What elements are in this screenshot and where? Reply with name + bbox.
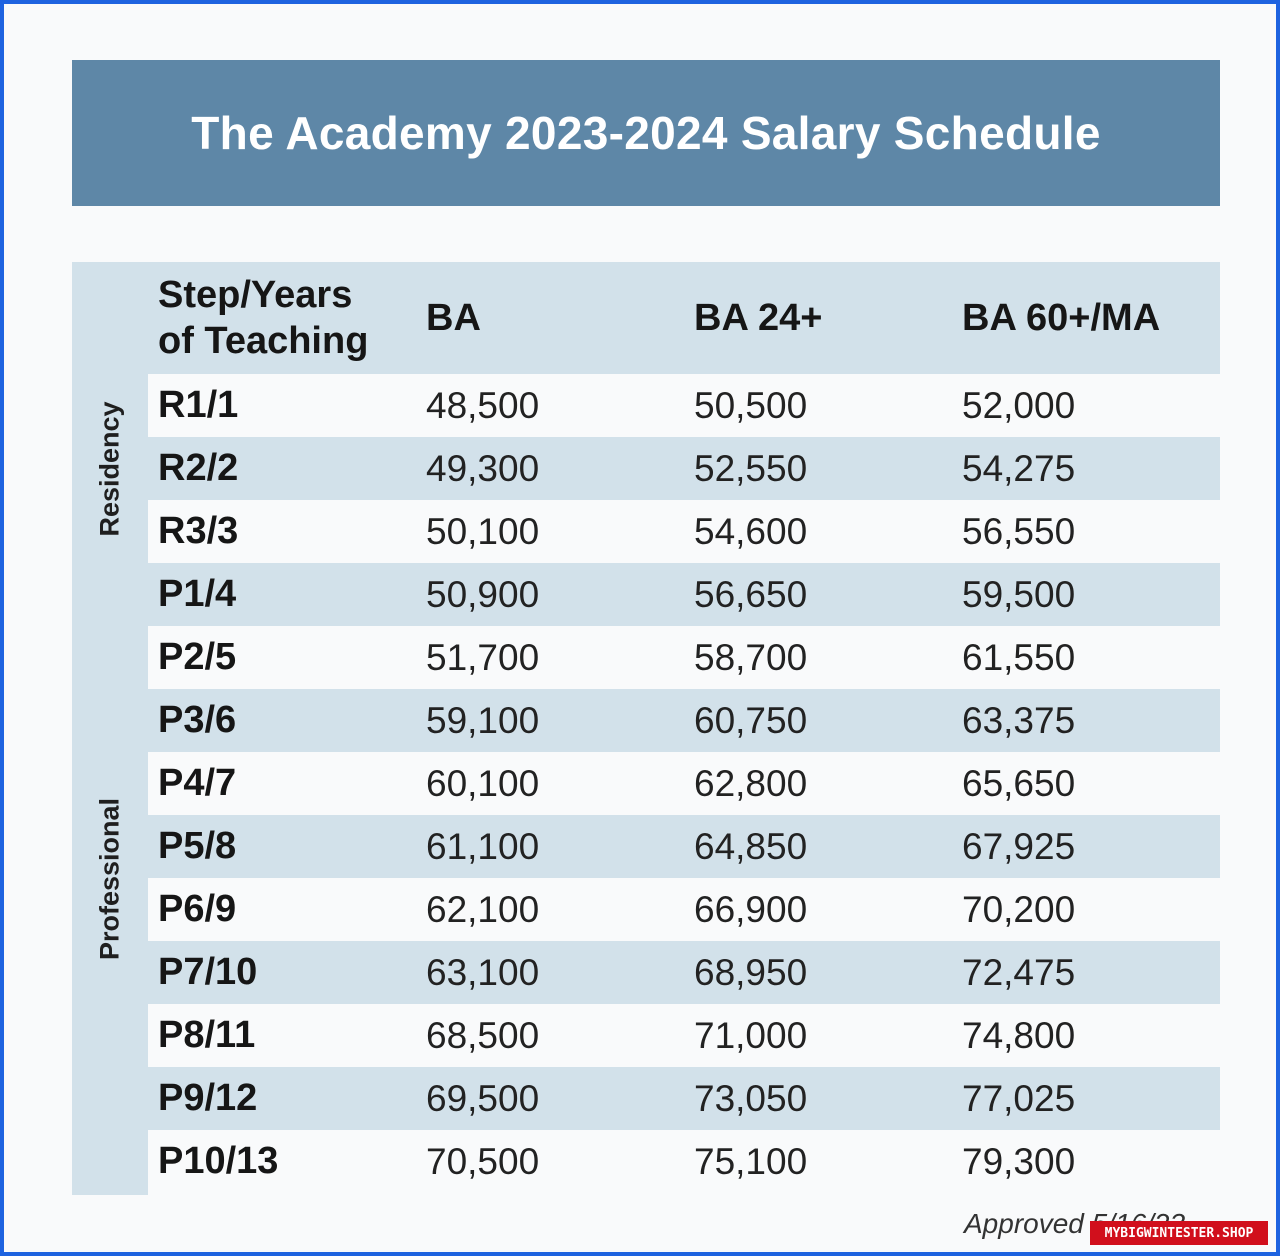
ba-24-cell: 66,900 xyxy=(694,888,808,930)
table-row: R1/1 48,500 50,500 52,000 xyxy=(148,374,1220,437)
ba-cell: 69,500 xyxy=(426,1077,540,1119)
ba-60-ma-cell: 54,275 xyxy=(962,447,1076,489)
ba-60-ma-cell: 65,650 xyxy=(962,762,1076,804)
ba-60-ma-cell: 70,200 xyxy=(962,888,1076,930)
step-cell: P8/11 xyxy=(158,1014,256,1056)
ba-24-cell: 56,650 xyxy=(694,573,808,615)
table-row: P8/11 68,500 71,000 74,800 xyxy=(148,1004,1220,1067)
watermark-badge: MYBIGWINTESTER.SHOP xyxy=(1090,1221,1268,1245)
ba-24-cell: 71,000 xyxy=(694,1014,808,1056)
residency-label: Residency xyxy=(94,401,125,537)
header-ba-60-ma: BA 60+/MA xyxy=(962,296,1161,339)
step-cell: P6/9 xyxy=(158,888,237,930)
table-row: P9/12 69,500 73,050 77,025 xyxy=(148,1067,1220,1130)
header-ba-24: BA 24+ xyxy=(694,296,823,339)
ba-24-cell: 50,500 xyxy=(694,384,808,426)
ba-cell: 51,700 xyxy=(426,636,540,678)
step-cell: P7/10 xyxy=(158,951,258,993)
ba-24-cell: 54,600 xyxy=(694,510,808,552)
ba-cell: 63,100 xyxy=(426,951,540,993)
ba-cell: 61,100 xyxy=(426,825,540,867)
ba-60-ma-cell: 77,025 xyxy=(962,1077,1076,1119)
ba-24-cell: 62,800 xyxy=(694,762,808,804)
step-cell: P10/13 xyxy=(158,1140,279,1182)
ba-cell: 49,300 xyxy=(426,447,540,489)
ba-60-ma-cell: 56,550 xyxy=(962,510,1076,552)
table-row: P2/5 51,700 58,700 61,550 xyxy=(148,626,1220,689)
ba-60-ma-cell: 74,800 xyxy=(962,1014,1076,1056)
header-step-line2: of Teaching xyxy=(158,320,369,362)
table-body: R1/1 48,500 50,500 52,000 R2/2 49,300 52,550 54… xyxy=(148,374,1220,1193)
header-step-years: Step/Years of Teaching xyxy=(158,262,368,374)
ba-60-ma-cell: 63,375 xyxy=(962,699,1076,741)
table-header-row: Step/Years of Teaching BA BA 24+ BA 60+/… xyxy=(148,262,1220,374)
table-row: P10/13 70,500 75,100 79,300 xyxy=(148,1130,1220,1193)
table-row: P1/4 50,900 56,650 59,500 xyxy=(148,563,1220,626)
ba-60-ma-cell: 79,300 xyxy=(962,1140,1076,1182)
ba-60-ma-cell: 59,500 xyxy=(962,573,1076,615)
table-row: R3/3 50,100 54,600 56,550 xyxy=(148,500,1220,563)
ba-24-cell: 52,550 xyxy=(694,447,808,489)
step-cell: P2/5 xyxy=(158,636,237,678)
ba-cell: 62,100 xyxy=(426,888,540,930)
ba-cell: 50,900 xyxy=(426,573,540,615)
header-step-line1: Step/Years xyxy=(158,274,353,316)
ba-60-ma-cell: 52,000 xyxy=(962,384,1076,426)
step-cell: R3/3 xyxy=(158,510,239,552)
header-ba: BA xyxy=(426,296,481,339)
table-row: P6/9 62,100 66,900 70,200 xyxy=(148,878,1220,941)
step-cell: P9/12 xyxy=(158,1077,258,1119)
salary-table: Step/Years of Teaching BA BA 24+ BA 60+/… xyxy=(148,262,1220,1193)
ba-cell: 50,100 xyxy=(426,510,540,552)
ba-24-cell: 64,850 xyxy=(694,825,808,867)
table-row: P4/7 60,100 62,800 65,650 xyxy=(148,752,1220,815)
page-title: The Academy 2023-2024 Salary Schedule xyxy=(191,107,1101,159)
ba-cell: 60,100 xyxy=(426,762,540,804)
ba-60-ma-cell: 67,925 xyxy=(962,825,1076,867)
ba-cell: 68,500 xyxy=(426,1014,540,1056)
step-cell: P1/4 xyxy=(158,573,237,615)
table-row: R2/2 49,300 52,550 54,275 xyxy=(148,437,1220,500)
title-banner: The Academy 2023-2024 Salary Schedule xyxy=(72,60,1220,206)
step-cell: R1/1 xyxy=(158,384,239,426)
step-cell: P3/6 xyxy=(158,699,237,741)
ba-24-cell: 58,700 xyxy=(694,636,808,678)
table-row: P7/10 63,100 68,950 72,475 xyxy=(148,941,1220,1004)
step-cell: P5/8 xyxy=(158,825,237,867)
ba-24-cell: 73,050 xyxy=(694,1077,808,1119)
table-row: P3/6 59,100 60,750 63,375 xyxy=(148,689,1220,752)
ba-cell: 70,500 xyxy=(426,1140,540,1182)
ba-cell: 59,100 xyxy=(426,699,540,741)
table-row: P5/8 61,100 64,850 67,925 xyxy=(148,815,1220,878)
ba-60-ma-cell: 61,550 xyxy=(962,636,1076,678)
ba-24-cell: 60,750 xyxy=(694,699,808,741)
step-cell: R2/2 xyxy=(158,447,239,489)
category-side-band xyxy=(72,262,148,1195)
step-cell: P4/7 xyxy=(158,762,237,804)
ba-24-cell: 68,950 xyxy=(694,951,808,993)
professional-label: Professional xyxy=(94,797,125,961)
ba-60-ma-cell: 72,475 xyxy=(962,951,1076,993)
ba-24-cell: 75,100 xyxy=(694,1140,808,1182)
ba-cell: 48,500 xyxy=(426,384,540,426)
